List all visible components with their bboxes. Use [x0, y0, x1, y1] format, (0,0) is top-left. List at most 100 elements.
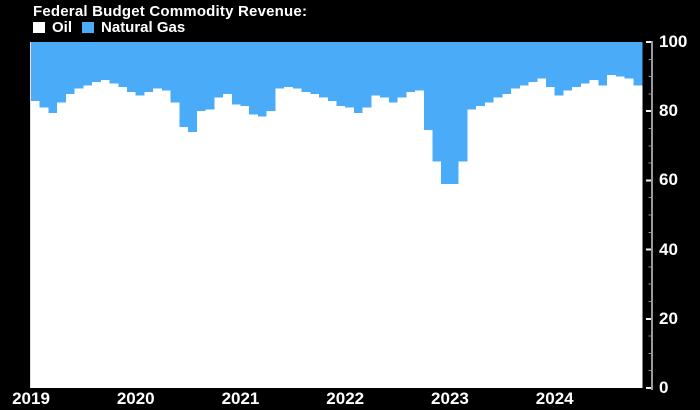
y-axis-line [651, 41, 653, 390]
y-axis-major-tick [646, 317, 651, 320]
bar-segment-natural-gas [257, 42, 268, 117]
bar-segment-natural-gas [92, 42, 102, 82]
bar-segment-oil [223, 93, 233, 389]
x-axis-tick-label: 2024 [535, 389, 574, 408]
bar-segment-natural-gas [144, 42, 154, 93]
bar-segment-oil [615, 76, 626, 388]
bar-segment-natural-gas [100, 42, 111, 81]
y-axis-minor-tick [648, 162, 651, 164]
bar-segment-oil [362, 107, 372, 389]
y-axis-major-tick [646, 179, 651, 182]
bar-segment-oil [100, 80, 111, 388]
bar-segment-oil [388, 102, 399, 389]
bar-segment-natural-gas [170, 42, 180, 103]
bar-segment-oil [127, 92, 137, 389]
y-axis-minor-tick [648, 128, 651, 129]
bar-segment-oil [554, 95, 564, 388]
bar-segment-oil [57, 102, 67, 389]
bar-segment-natural-gas [598, 42, 608, 86]
bar-segment-oil [511, 88, 521, 389]
bar-segment-natural-gas [519, 42, 530, 86]
bar-segment-natural-gas [196, 42, 207, 112]
bar-segment-natural-gas [284, 42, 294, 87]
bar-segment-natural-gas [511, 42, 521, 89]
bar-segment-oil [589, 80, 599, 388]
bar-segment-natural-gas [205, 42, 215, 110]
bar-segment-natural-gas [493, 42, 503, 98]
bar-segment-oil [188, 131, 198, 388]
bar-segment-natural-gas [353, 42, 364, 113]
bar-segment-natural-gas [607, 42, 617, 75]
bar-segment-oil [144, 92, 154, 389]
bar-segment-oil [39, 107, 49, 389]
bar-segment-oil [118, 86, 128, 388]
bar-segment-oil [493, 97, 503, 389]
bar-segment-oil [345, 107, 355, 389]
legend-item-natural-gas: Natural Gas [82, 19, 185, 36]
bar-segment-oil [476, 106, 486, 388]
bar-segment-natural-gas [432, 42, 442, 162]
y-axis-minor-tick [648, 197, 651, 199]
bar-segment-natural-gas [441, 42, 451, 184]
bar-segment-natural-gas [301, 42, 311, 93]
oil-swatch-icon [33, 22, 45, 33]
bar-segment-oil [301, 92, 311, 389]
bar-segment-oil [406, 92, 416, 389]
bar-segment-oil [537, 78, 547, 388]
legend-label-natural-gas: Natural Gas [101, 19, 186, 36]
bar-segment-oil [179, 126, 189, 389]
bar-segment-natural-gas [406, 42, 416, 93]
x-axis-tick-label: 2021 [221, 389, 260, 408]
bar-segment-oil [257, 116, 268, 388]
bar-segment-oil [563, 90, 573, 388]
bar-segment-oil [135, 95, 145, 388]
bar-segment-natural-gas [327, 42, 337, 101]
bar-segment-oil [65, 93, 76, 389]
bar-segment-natural-gas [615, 42, 626, 77]
bar-segment-natural-gas [476, 42, 486, 107]
bar-segment-natural-gas [31, 42, 41, 101]
bar-segment-oil [240, 106, 250, 388]
bar-segment-oil [336, 106, 346, 388]
bar-segment-oil [380, 97, 390, 389]
legend-item-oil: Oil [33, 19, 72, 36]
y-axis-tick-label: 40 [659, 239, 678, 259]
bar-segment-natural-gas [528, 42, 538, 82]
bar-segment-natural-gas [580, 42, 591, 84]
bar-segment-oil [572, 86, 582, 388]
plot-left-border [30, 42, 31, 388]
y-axis-tick-label: 60 [659, 170, 678, 190]
bar-segment-oil [284, 86, 294, 388]
y-axis-tick-label: 20 [659, 308, 678, 328]
bar-segment-natural-gas [467, 42, 477, 110]
bar-segment-natural-gas [179, 42, 189, 127]
y-axis-minor-tick [648, 93, 651, 95]
bar-segment-natural-gas [275, 42, 285, 89]
y-axis-minor-tick [648, 214, 651, 216]
bar-segment-natural-gas [249, 42, 259, 115]
bar-segment-oil [432, 161, 442, 388]
bar-segment-oil [109, 83, 119, 389]
bar-segment-oil [275, 88, 285, 389]
y-axis-tick-label: 100 [659, 32, 688, 51]
bar-segment-oil [415, 90, 425, 388]
bar-segment-oil [48, 112, 58, 389]
bar-segment-oil [205, 109, 215, 388]
bar-segment-oil [545, 86, 556, 388]
y-axis-minor-tick [648, 301, 651, 302]
y-axis-minor-tick [648, 76, 651, 78]
y-axis-minor-tick [648, 335, 651, 337]
bar-segment-oil [292, 88, 303, 389]
bar-segment-oil [83, 85, 93, 388]
bar-segment-oil [441, 183, 451, 388]
bar-segment-natural-gas [336, 42, 346, 107]
y-axis-minor-tick [648, 370, 651, 372]
natural-gas-swatch-icon [82, 22, 95, 33]
bar-segment-natural-gas [380, 42, 390, 98]
bar-segment-oil [353, 112, 364, 389]
bar-segment-oil [196, 111, 207, 388]
bar-segment-oil [31, 100, 41, 388]
y-axis-tick-label: 80 [659, 101, 678, 121]
